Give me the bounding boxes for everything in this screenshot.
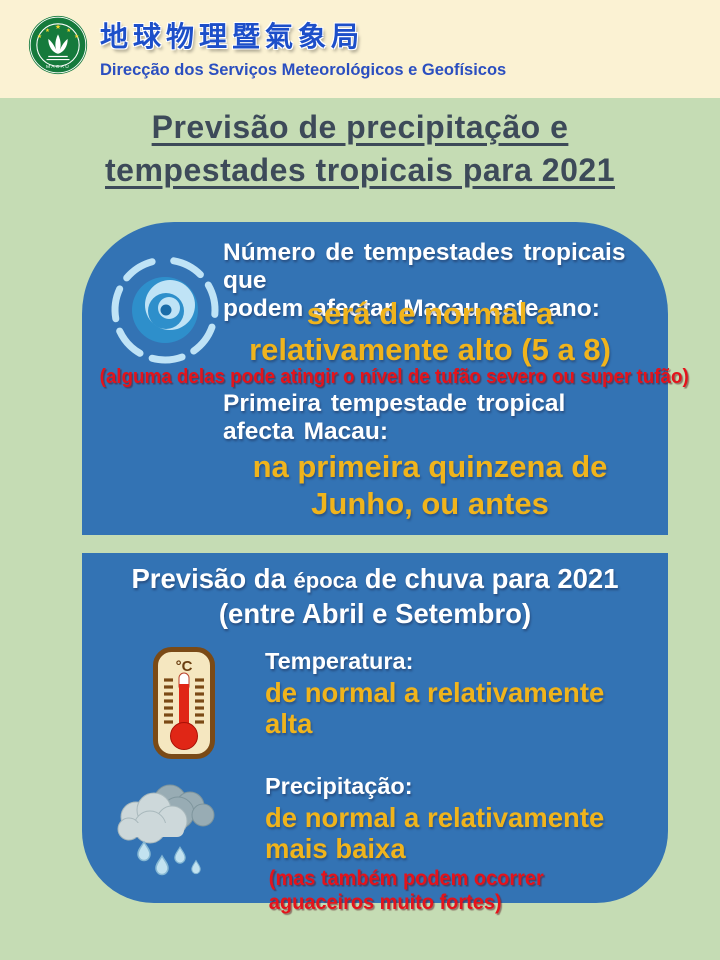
page-title-line1: Previsão de precipitação e	[151, 109, 569, 145]
storm-intro-line1: Número de tempestades tropicais que	[223, 239, 626, 294]
storm-intro-text: Número de tempestades tropicais que pode…	[223, 239, 668, 323]
page-title: Previsão de precipitação e tempestades t…	[0, 106, 720, 192]
svg-text:★: ★	[55, 23, 61, 31]
typhoon-icon	[111, 257, 219, 364]
rain-title-epoca: época	[293, 568, 358, 593]
first-storm-line1: Primeira tempestade tropical	[223, 390, 566, 417]
smg-logo-icon: ★ ★ ★ ★ ★ MACAU	[28, 15, 88, 75]
storm-intro-line2: podem afectar Macau este ano:	[223, 295, 600, 322]
precipitation-section: Precipitação: de normal a relativamente …	[265, 773, 604, 915]
header-bar: ★ ★ ★ ★ ★ MACAU 地球物理暨氣象局 Direcção dos Se…	[0, 0, 720, 98]
header-subtitle: Direcção dos Serviços Meteorológicos e G…	[100, 61, 507, 79]
precipitation-warning: (mas também podem ocorrer aguaceiros mui…	[268, 867, 544, 914]
rain-title-line2: (entre Abril e Setembro)	[218, 598, 532, 629]
svg-text:°C: °C	[176, 658, 193, 675]
storm-warning-text: (alguma delas pode atingir o nível de tu…	[99, 366, 689, 388]
storm-highlight-line2: relativamente alto (5 a 8)	[249, 332, 611, 367]
storm-panel: Número de tempestades tropicais que pode…	[82, 222, 689, 535]
storm-highlight-line1: será de normal a	[306, 296, 554, 331]
first-storm-label: Primeira tempestade tropical afecta Maca…	[223, 390, 565, 446]
first-storm-highlight-line2: Junho, ou antes	[311, 486, 549, 521]
first-storm-highlight: na primeira quinzena de Junho, ou antes	[192, 448, 668, 522]
precipitation-label: Precipitação:	[265, 773, 413, 799]
rain-panel-title: Previsão da época de chuva para 2021 (en…	[82, 562, 668, 630]
rain-panel: Previsão da época de chuva para 2021 (en…	[82, 553, 668, 914]
first-storm-highlight-line1: na primeira quinzena de	[252, 449, 608, 484]
rain-cloud-icon	[117, 784, 215, 876]
logo-stars: ★ ★ ★ ★ ★	[37, 23, 79, 40]
rain-title-suffix: de chuva para 2021	[357, 563, 619, 594]
temperature-label: Temperatura:	[265, 648, 414, 674]
svg-text:★: ★	[45, 28, 50, 34]
svg-text:★: ★	[66, 28, 71, 34]
svg-text:★: ★	[37, 34, 42, 40]
temperature-section: Temperatura: de normal a relativamente a…	[265, 648, 604, 739]
storm-highlight-text: será de normal a relativamente alto (5 a…	[192, 296, 668, 368]
thermometer-icon: °C	[153, 647, 215, 759]
logo-lotus	[48, 34, 68, 54]
logo-text: MACAU	[46, 64, 70, 70]
precipitation-value: de normal a relativamente mais baixa	[265, 802, 605, 864]
header-title-zh: 地球物理暨氣象局	[100, 21, 365, 52]
svg-text:★: ★	[74, 34, 79, 40]
logo-bridge	[46, 55, 70, 61]
header-text: 地球物理暨氣象局 Direcção dos Serviços Meteoroló…	[100, 15, 506, 80]
first-storm-line2: afecta Macau:	[223, 418, 389, 445]
rain-title-prefix: Previsão da	[131, 563, 294, 594]
page-title-line2: tempestades tropicais para 2021	[105, 152, 615, 188]
temperature-value: de normal a relativamente alta	[265, 677, 605, 739]
